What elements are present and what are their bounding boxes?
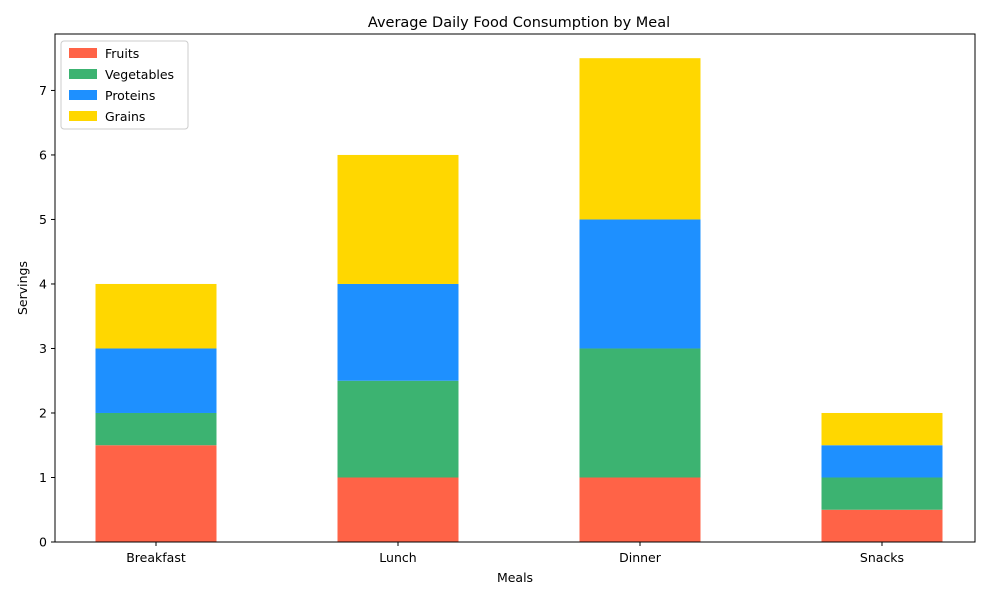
x-tick-label: Lunch <box>379 550 416 565</box>
legend-label-fruits: Fruits <box>105 46 139 61</box>
y-axis: 0 1 2 3 4 5 6 7 <box>39 83 55 550</box>
bar-grains-dinner <box>579 58 701 220</box>
y-axis-label: Servings <box>15 261 30 315</box>
x-tick-label: Breakfast <box>126 550 186 565</box>
y-tick-label: 2 <box>39 405 47 420</box>
plot-frame <box>54 33 976 543</box>
bar-grains-breakfast <box>95 283 217 349</box>
legend-swatch-fruits <box>69 48 97 58</box>
x-tick-label: Dinner <box>619 550 662 565</box>
x-tick-label: Snacks <box>860 550 904 565</box>
y-tick-label: 5 <box>39 212 47 227</box>
bar-vegetables-dinner <box>579 348 701 478</box>
y-tick-label: 4 <box>39 276 47 291</box>
legend-label-grains: Grains <box>105 109 145 124</box>
bar-proteins-lunch <box>337 283 459 381</box>
bar-grains-snacks <box>821 412 943 446</box>
bar-vegetables-snacks <box>821 477 943 510</box>
y-tick-label: 3 <box>39 341 47 356</box>
bar-vegetables-lunch <box>337 380 459 478</box>
legend-frame <box>60 40 189 130</box>
bar-proteins-breakfast <box>95 348 217 413</box>
bar-fruits-lunch <box>337 477 459 542</box>
legend-label-proteins: Proteins <box>105 88 155 103</box>
y-tick-label: 0 <box>39 535 47 550</box>
y-tick-label: 1 <box>39 470 47 485</box>
legend: Fruits Vegetables Proteins Grains <box>60 40 189 130</box>
y-tick-label: 6 <box>39 147 47 162</box>
bar-vegetables-breakfast <box>95 412 217 446</box>
legend-swatch-proteins <box>69 90 97 100</box>
bar-grains-lunch <box>337 154 459 284</box>
x-axis-label: Meals <box>497 570 533 585</box>
bar-fruits-breakfast <box>95 445 217 542</box>
legend-label-vegetables: Vegetables <box>105 67 174 82</box>
bar-proteins-snacks <box>821 445 943 478</box>
bars-layer <box>95 58 943 542</box>
legend-swatch-grains <box>69 111 97 121</box>
legend-swatch-vegetables <box>69 69 97 79</box>
bar-fruits-snacks <box>821 509 943 542</box>
x-axis: Breakfast Lunch Dinner Snacks <box>126 542 904 565</box>
chart-title: Average Daily Food Consumption by Meal <box>368 15 670 31</box>
bar-proteins-dinner <box>579 219 701 349</box>
bar-fruits-dinner <box>579 477 701 542</box>
y-tick-label: 7 <box>39 83 47 98</box>
